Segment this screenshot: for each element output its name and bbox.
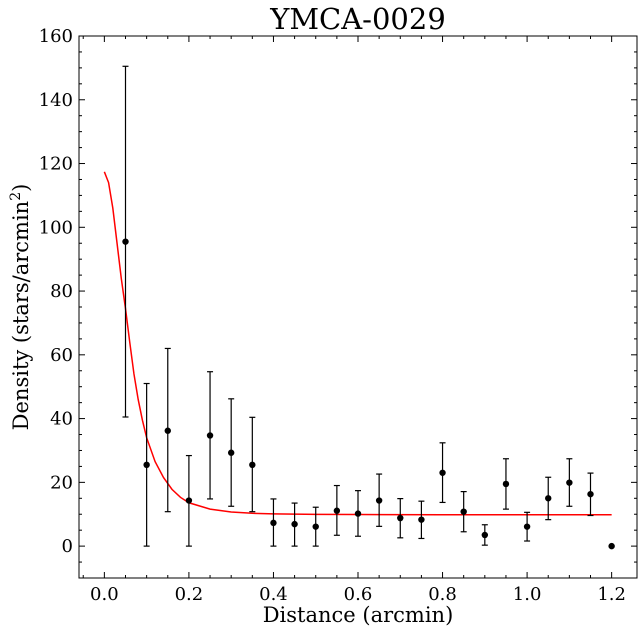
y-tick-label: 60	[50, 345, 73, 366]
data-point	[523, 523, 531, 530]
data-points-layer	[122, 65, 615, 550]
data-point-group	[502, 458, 510, 510]
y-axis-label: Density (stars/arcmin2)	[8, 184, 33, 431]
data-point	[375, 497, 383, 504]
data-point-group	[206, 371, 214, 500]
data-point	[227, 449, 235, 456]
data-point-group	[333, 484, 341, 536]
data-point-group	[185, 454, 193, 547]
data-point-group	[122, 65, 129, 418]
data-point	[502, 480, 510, 488]
data-point-group	[354, 490, 362, 537]
chart-title: YMCA-0029	[269, 2, 446, 36]
fit-curve-line	[103, 171, 612, 516]
data-point	[122, 238, 129, 245]
data-point	[566, 479, 573, 486]
x-tick-label: 0.8	[428, 584, 457, 605]
data-point-group	[460, 490, 467, 533]
y-tick-label: 40	[50, 409, 73, 430]
x-tick-label: 0.6	[344, 584, 373, 605]
y-axis-ticks: 0 20 40 60 80 100 120 140 160	[39, 26, 637, 563]
x-tick-label: 1.2	[597, 584, 626, 605]
data-point-group	[608, 542, 615, 550]
x-axis-ticks: 0.0 0.2 0.4 0.6 0.8 1.0 1.2	[82, 36, 626, 605]
data-point-group	[481, 524, 489, 546]
x-tick-label: 0.4	[259, 584, 288, 605]
data-point	[291, 520, 298, 528]
y-tick-label: 20	[50, 472, 73, 493]
y-tick-label: 140	[39, 90, 73, 111]
data-point	[608, 542, 615, 550]
data-point	[439, 469, 446, 476]
data-point-group	[523, 511, 531, 542]
x-tick-label: 0.0	[90, 584, 119, 605]
y-tick-label: 80	[50, 281, 73, 302]
y-tick-label: 160	[39, 26, 73, 47]
data-point	[143, 461, 150, 469]
data-point-group	[291, 502, 298, 547]
data-point-group	[312, 506, 319, 547]
data-point-group	[418, 500, 425, 540]
x-tick-label: 0.2	[175, 584, 204, 605]
y-tick-label: 0	[62, 536, 73, 557]
data-point-group	[397, 498, 404, 539]
data-point-group	[164, 347, 171, 513]
data-point	[312, 523, 319, 530]
data-point	[545, 495, 552, 502]
data-point	[418, 516, 425, 523]
data-point	[270, 519, 277, 527]
data-point-group	[227, 398, 235, 507]
data-point	[460, 508, 467, 515]
data-point	[397, 514, 404, 522]
data-point	[164, 427, 171, 434]
y-tick-label: 120	[39, 154, 73, 175]
data-point	[587, 490, 594, 498]
data-point-group	[143, 382, 150, 547]
data-point	[249, 461, 256, 469]
data-point-group	[566, 458, 573, 507]
y-axis-label-superscript: 2	[8, 192, 24, 201]
data-point-group	[249, 416, 256, 513]
data-point	[185, 497, 193, 504]
data-point-group	[545, 476, 552, 521]
y-tick-label: 100	[39, 217, 73, 238]
x-tick-label: 1.0	[513, 584, 542, 605]
data-point	[481, 531, 489, 539]
y-axis-label-close: )	[9, 184, 33, 192]
x-axis-label: Distance (arcmin)	[263, 603, 454, 627]
fit-curve-layer	[103, 171, 612, 516]
data-point	[333, 507, 341, 514]
data-point-group	[270, 498, 277, 547]
data-point-group	[439, 442, 446, 504]
data-point	[206, 432, 214, 439]
data-point	[354, 510, 362, 517]
plot-area: 0.0 0.2 0.4 0.6 0.8 1.0 1.2 0 20 40 60 80 100 120 140…	[39, 26, 638, 605]
data-point-group	[587, 472, 594, 517]
data-point-group	[375, 473, 383, 527]
y-axis-label-text: Density (stars/arcmin	[9, 201, 33, 431]
